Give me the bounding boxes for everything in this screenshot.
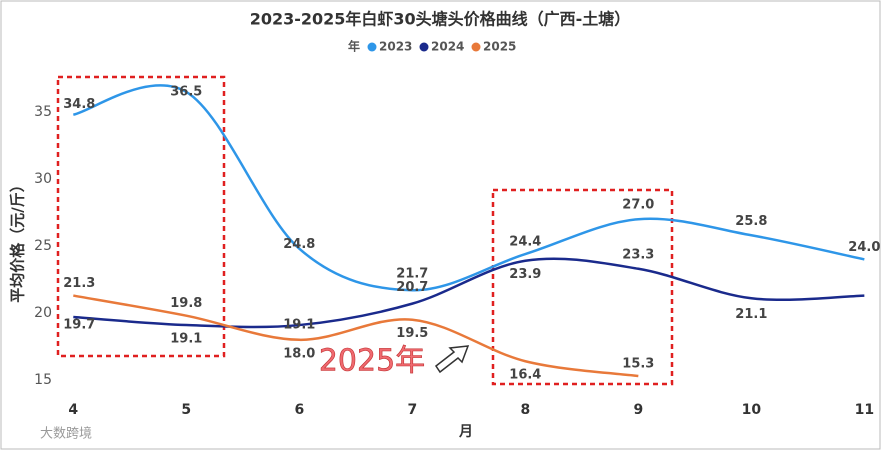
data-label: 18.0 — [283, 346, 315, 361]
y-tick-label: 35 — [34, 104, 52, 120]
annotation: 2025年 — [319, 344, 425, 379]
data-label: 25.8 — [735, 214, 767, 229]
x-tick-label: 5 — [181, 402, 191, 418]
data-label: 23.9 — [509, 267, 541, 282]
watermark: 大数跨境 — [40, 427, 92, 442]
x-tick-label: 6 — [294, 402, 304, 418]
data-label: 19.8 — [170, 296, 202, 311]
x-tick-label: 4 — [68, 402, 78, 418]
chart-title: 2023-2025年白虾30头塘头价格曲线（广西-土塘） — [250, 10, 631, 29]
series-line — [73, 294, 639, 378]
data-label: 27.0 — [622, 198, 654, 213]
legend-label: 2025 — [483, 40, 516, 54]
data-label: 24.4 — [509, 235, 541, 250]
y-tick-label: 20 — [34, 305, 52, 321]
data-label: 23.3 — [622, 247, 654, 262]
data-label: 19.5 — [396, 326, 428, 341]
x-tick-label: 11 — [855, 402, 874, 418]
data-label: 21.1 — [735, 307, 767, 322]
legend-swatch — [367, 42, 377, 52]
x-tick-label: 7 — [407, 402, 417, 418]
data-label: 16.4 — [509, 368, 541, 383]
data-label: 34.8 — [63, 97, 95, 112]
data-label: 24.8 — [283, 237, 315, 252]
data-label: 24.0 — [848, 240, 880, 255]
legend-label: 2024 — [431, 40, 464, 54]
highlight-box — [491, 188, 674, 386]
x-tick-label: 10 — [742, 402, 762, 418]
x-axis-title: 月 — [458, 424, 473, 440]
data-label: 19.1 — [170, 332, 202, 347]
legend-swatch — [419, 42, 429, 52]
legend-title: 年 — [348, 39, 360, 54]
data-label: 20.7 — [396, 280, 428, 295]
x-tick-label: 9 — [633, 402, 643, 418]
y-tick-label: 30 — [34, 171, 52, 187]
data-label: 21.7 — [396, 267, 428, 282]
data-label: 21.3 — [63, 276, 95, 291]
data-label: 36.5 — [170, 84, 202, 99]
highlight-box — [56, 75, 226, 358]
legend-swatch — [471, 42, 481, 52]
arrow-icon — [434, 345, 470, 374]
data-label: 19.1 — [283, 318, 315, 333]
x-tick-label: 8 — [520, 402, 530, 418]
y-tick-label: 25 — [34, 238, 52, 254]
data-label: 19.7 — [63, 318, 95, 333]
series-line — [73, 257, 865, 329]
series-line — [72, 84, 865, 292]
data-label: 15.3 — [622, 356, 654, 371]
legend-label: 2023 — [379, 40, 412, 54]
y-tick-label: 15 — [34, 372, 52, 388]
y-axis-title: 平均价格（元/斤） — [9, 177, 27, 302]
